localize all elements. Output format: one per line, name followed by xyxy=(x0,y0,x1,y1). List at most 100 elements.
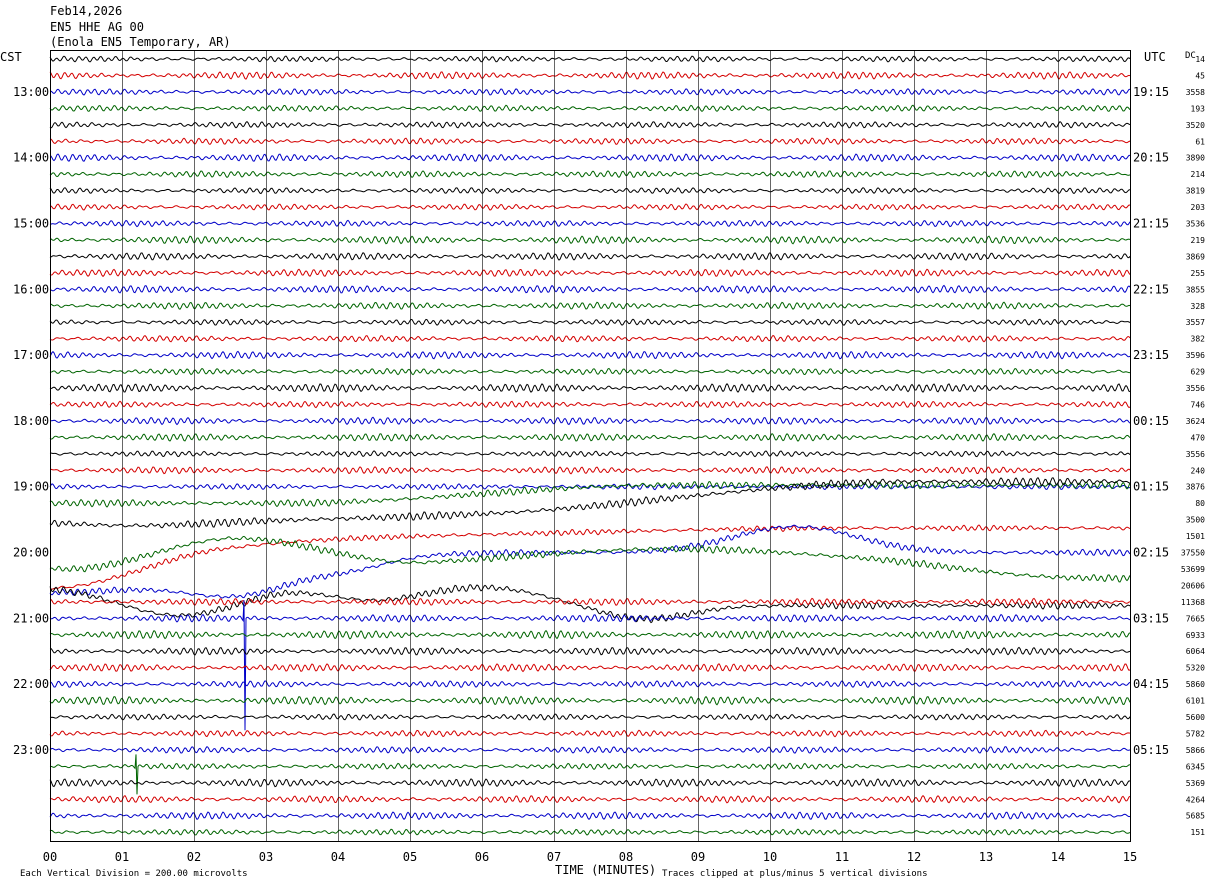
dc-offset-value: 382 xyxy=(1191,335,1206,344)
utc-hour-label: 20:15 xyxy=(1133,151,1169,165)
dc-offset-value: 5782 xyxy=(1186,729,1205,738)
station-label: EN5 HHE AG 00 xyxy=(50,20,144,34)
dc-offset-value: 5600 xyxy=(1186,713,1205,722)
trace-line xyxy=(49,367,1130,376)
dc-offset-value: 80 xyxy=(1195,499,1205,508)
dc-offset-value: 214 xyxy=(1191,170,1206,179)
minute-gridlines xyxy=(122,50,1059,841)
trace-line xyxy=(49,680,1131,689)
cst-hour-label: 23:00 xyxy=(13,743,49,757)
dc-offset-value: 3536 xyxy=(1186,220,1205,229)
dc-offset-value: 328 xyxy=(1191,302,1206,311)
trace-line xyxy=(49,416,1131,426)
utc-hour-label: 03:15 xyxy=(1133,611,1169,625)
cst-hour-labels: 13:00 14:00 15:00 16:00 17:00 18:00 19:00 20:00… xyxy=(13,85,49,757)
x-tick-label: 07 xyxy=(547,850,561,864)
cst-hour-label: 15:00 xyxy=(13,217,49,231)
dc-offset-value: 20606 xyxy=(1181,581,1205,590)
trace-line xyxy=(49,828,1131,836)
dc-offset-value: 14 xyxy=(1195,55,1205,64)
location-label: (Enola EN5 Temporary, AR) xyxy=(50,35,231,49)
dc-offset-value: 3500 xyxy=(1186,516,1205,525)
x-tick-label: 10 xyxy=(763,850,777,864)
dc-offset-value: 6101 xyxy=(1186,697,1205,706)
trace-line xyxy=(49,745,1131,754)
dc-offset-value: 4264 xyxy=(1186,795,1205,804)
cst-hour-label: 13:00 xyxy=(13,85,49,99)
trace-line xyxy=(49,583,1131,624)
trace-line xyxy=(49,400,1131,409)
dc-offset-value: 3558 xyxy=(1186,88,1205,97)
cst-hour-label: 16:00 xyxy=(13,282,49,296)
x-tick-label: 08 xyxy=(619,850,633,864)
dc-offset-value: 53699 xyxy=(1181,565,1205,574)
dc-label: DC xyxy=(1185,51,1196,61)
x-tick-label: 15 xyxy=(1123,850,1137,864)
trace-line xyxy=(49,450,1131,458)
trace-line xyxy=(49,203,1131,211)
trace-line xyxy=(49,811,1131,821)
trace-line xyxy=(49,524,1131,599)
dc-offset-value: 3890 xyxy=(1186,154,1205,163)
utc-hour-label: 00:15 xyxy=(1133,414,1169,428)
trace-line xyxy=(49,187,1131,195)
trace-line xyxy=(49,524,1131,590)
dc-offset-value: 5866 xyxy=(1186,746,1205,755)
trace-line xyxy=(49,219,1131,228)
dc-offset-value: 1501 xyxy=(1186,532,1205,541)
trace-line xyxy=(49,466,1131,475)
trace-line xyxy=(49,483,1131,491)
cst-hour-label: 14:00 xyxy=(13,151,49,165)
utc-zone-label: UTC xyxy=(1144,50,1166,64)
dc-offset-value: 240 xyxy=(1191,466,1206,475)
dc-offset-value: 3624 xyxy=(1186,417,1205,426)
dc-offset-value: 7665 xyxy=(1186,614,1205,623)
seismic-traces xyxy=(49,55,1131,836)
trace-line xyxy=(49,383,1131,393)
dc-offset-value: 6933 xyxy=(1186,631,1205,640)
utc-hour-label: 01:15 xyxy=(1133,480,1169,494)
dc-offset-value: 203 xyxy=(1191,203,1206,212)
trace-line xyxy=(49,350,1131,360)
x-tick-label: 01 xyxy=(115,850,129,864)
trace-line xyxy=(49,301,1131,310)
trace-line xyxy=(49,334,1131,343)
dc-offset-value: 3556 xyxy=(1186,450,1205,459)
cst-hour-label: 21:00 xyxy=(13,611,49,625)
cst-hour-label: 17:00 xyxy=(13,348,49,362)
trace-line xyxy=(49,284,1131,294)
trace-line xyxy=(49,663,1131,673)
x-tick-label: 05 xyxy=(403,850,417,864)
trace-line xyxy=(49,121,1131,129)
dc-offset-value: 45 xyxy=(1195,71,1205,80)
cst-hour-label: 18:00 xyxy=(13,414,49,428)
trace-line xyxy=(49,71,1131,80)
trace-line xyxy=(49,646,1131,656)
dc-offset-value: 5685 xyxy=(1186,812,1205,821)
x-tick-label: 11 xyxy=(835,850,849,864)
cst-hour-label: 19:00 xyxy=(13,480,49,494)
dc-offset-value: 5369 xyxy=(1186,779,1205,788)
x-tick-label: 13 xyxy=(979,850,993,864)
trace-line xyxy=(49,480,1131,508)
utc-hour-labels: 19:15 20:15 21:15 22:15 23:15 00:15 01:15 02:15… xyxy=(1133,85,1169,757)
date-label: Feb14,2026 xyxy=(50,4,122,18)
trace-line xyxy=(49,597,1131,606)
dc-offset-value: 6345 xyxy=(1186,762,1205,771)
trace-line xyxy=(49,778,1131,788)
dc-offset-value: 5320 xyxy=(1186,664,1205,673)
dc-offset-value: 11368 xyxy=(1181,598,1205,607)
dc-offset-value: 746 xyxy=(1191,400,1206,409)
trace-line xyxy=(49,433,1131,442)
dc-offset-value: 193 xyxy=(1191,104,1206,113)
dc-offset-value: 5860 xyxy=(1186,680,1205,689)
trace-line xyxy=(49,476,1131,529)
trace-line xyxy=(49,235,1131,245)
minute-tick-labels: 00 01 02 03 04 05 06 07 08 09 10 11 12 13 14 15 xyxy=(43,850,1137,864)
x-tick-label: 00 xyxy=(43,850,57,864)
dc-offset-value: 470 xyxy=(1191,433,1206,442)
dc-offset-value: 6064 xyxy=(1186,647,1205,656)
dc-offset-value: 3876 xyxy=(1186,483,1205,492)
dc-offset-value: 151 xyxy=(1191,828,1206,837)
trace-line xyxy=(49,629,1131,640)
